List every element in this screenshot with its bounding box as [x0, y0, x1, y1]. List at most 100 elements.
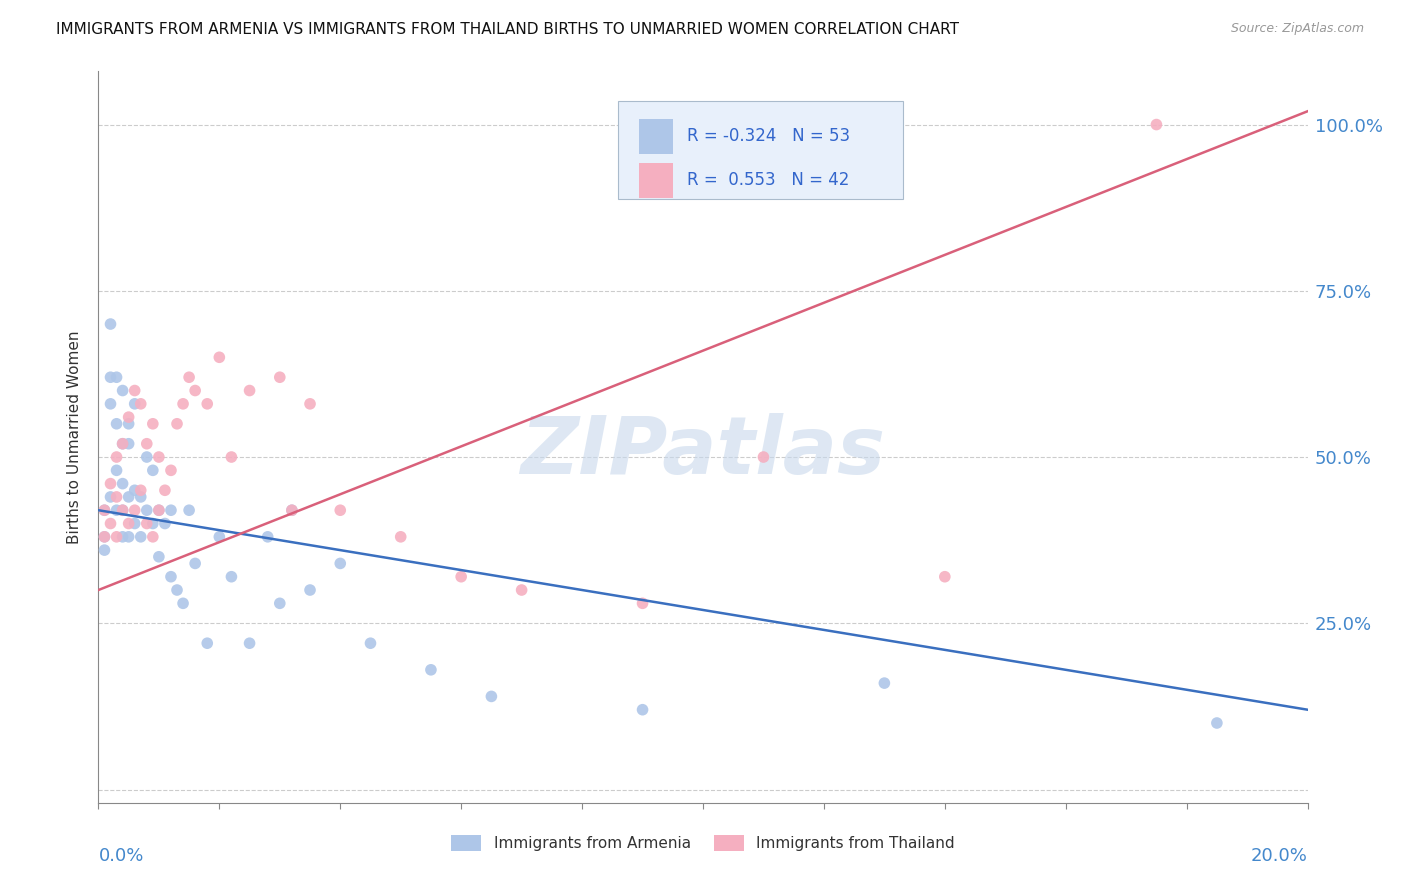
- Point: [111, 503, 134, 517]
- Point: [105, 417, 128, 431]
- Point: [124, 516, 146, 531]
- Point: [105, 503, 128, 517]
- Point: [129, 530, 152, 544]
- Point: [752, 450, 775, 464]
- Point: [239, 636, 262, 650]
- Point: [148, 503, 170, 517]
- Point: [118, 516, 141, 531]
- Point: [166, 582, 188, 597]
- Point: [129, 483, 152, 498]
- Point: [160, 503, 183, 517]
- Point: [111, 476, 134, 491]
- Point: [184, 384, 207, 398]
- Text: IMMIGRANTS FROM ARMENIA VS IMMIGRANTS FROM THAILAND BIRTHS TO UNMARRIED WOMEN CO: IMMIGRANTS FROM ARMENIA VS IMMIGRANTS FR…: [56, 22, 959, 37]
- Point: [221, 570, 243, 584]
- Point: [93, 503, 115, 517]
- Point: [1144, 118, 1167, 132]
- Point: [166, 417, 188, 431]
- Point: [105, 530, 128, 544]
- Point: [111, 384, 134, 398]
- Point: [93, 530, 115, 544]
- Point: [221, 450, 243, 464]
- Point: [105, 450, 128, 464]
- Point: [299, 582, 322, 597]
- Point: [195, 397, 218, 411]
- Point: [118, 417, 141, 431]
- FancyBboxPatch shape: [619, 101, 903, 200]
- Point: [118, 410, 141, 425]
- Point: [93, 543, 115, 558]
- Point: [105, 490, 128, 504]
- Point: [118, 436, 141, 450]
- Point: [100, 370, 122, 384]
- Point: [105, 370, 128, 384]
- Point: [195, 636, 218, 650]
- Point: [118, 530, 141, 544]
- Point: [281, 503, 304, 517]
- Point: [135, 450, 157, 464]
- Y-axis label: Births to Unmarried Women: Births to Unmarried Women: [67, 330, 83, 544]
- Point: [239, 384, 262, 398]
- Point: [142, 417, 165, 431]
- Point: [100, 317, 122, 331]
- Point: [124, 397, 146, 411]
- Point: [631, 703, 654, 717]
- Point: [329, 557, 352, 571]
- Point: [93, 530, 115, 544]
- Bar: [638, 162, 673, 198]
- Point: [179, 503, 201, 517]
- Text: R = -0.324   N = 53: R = -0.324 N = 53: [688, 128, 851, 145]
- Text: 0.0%: 0.0%: [98, 847, 143, 864]
- Point: [124, 503, 146, 517]
- Point: [389, 530, 412, 544]
- Point: [184, 557, 207, 571]
- Point: [172, 596, 194, 610]
- Text: R =  0.553   N = 42: R = 0.553 N = 42: [688, 171, 849, 189]
- Point: [481, 690, 503, 704]
- Point: [142, 516, 165, 531]
- Point: [148, 503, 170, 517]
- Legend: Immigrants from Armenia, Immigrants from Thailand: Immigrants from Armenia, Immigrants from…: [444, 830, 962, 857]
- Point: [100, 490, 122, 504]
- Point: [100, 476, 122, 491]
- Text: Source: ZipAtlas.com: Source: ZipAtlas.com: [1230, 22, 1364, 36]
- Point: [299, 397, 322, 411]
- Point: [450, 570, 472, 584]
- Point: [142, 463, 165, 477]
- Point: [256, 530, 278, 544]
- Point: [281, 503, 304, 517]
- Point: [934, 570, 956, 584]
- Text: ZIPatlas: ZIPatlas: [520, 413, 886, 491]
- Point: [631, 596, 654, 610]
- Point: [269, 596, 291, 610]
- Text: 20.0%: 20.0%: [1251, 847, 1308, 864]
- Point: [148, 549, 170, 564]
- Point: [118, 490, 141, 504]
- Point: [160, 570, 183, 584]
- Point: [208, 351, 231, 365]
- Point: [510, 582, 533, 597]
- Point: [100, 516, 122, 531]
- Point: [142, 530, 165, 544]
- Point: [208, 530, 231, 544]
- Point: [148, 450, 170, 464]
- Point: [1206, 716, 1229, 731]
- Point: [153, 516, 176, 531]
- Point: [111, 530, 134, 544]
- Point: [135, 436, 157, 450]
- Point: [111, 436, 134, 450]
- Point: [129, 490, 152, 504]
- Point: [135, 516, 157, 531]
- Point: [269, 370, 291, 384]
- Point: [160, 463, 183, 477]
- Point: [153, 483, 176, 498]
- Point: [179, 370, 201, 384]
- Point: [124, 384, 146, 398]
- Point: [111, 436, 134, 450]
- Point: [873, 676, 896, 690]
- Point: [129, 397, 152, 411]
- Point: [360, 636, 382, 650]
- Point: [111, 503, 134, 517]
- Point: [329, 503, 352, 517]
- Point: [420, 663, 443, 677]
